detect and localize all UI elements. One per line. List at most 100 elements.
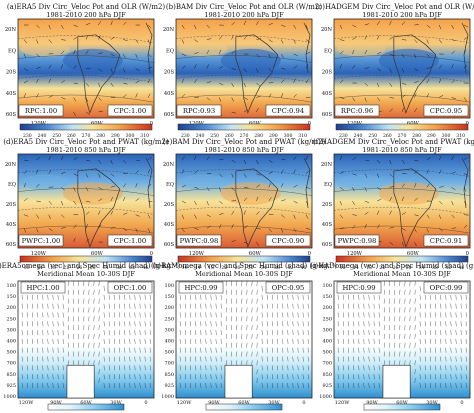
omega-vector (124, 321, 126, 327)
index-left: PWPC:1.00 (22, 237, 61, 245)
omega-vector (251, 280, 253, 287)
omega-vector (47, 303, 49, 309)
omega-vector (409, 316, 411, 322)
x-tick-label: 120W (189, 251, 205, 257)
omega-vector (195, 321, 197, 327)
omega-vector (21, 365, 23, 371)
omega-vector (83, 307, 85, 313)
x-tick-label: 0 (308, 251, 311, 257)
omega-vector (124, 312, 126, 318)
omega-vector (190, 330, 192, 336)
omega-vector (57, 356, 59, 362)
omega-vector (57, 294, 59, 300)
wind-vector (281, 214, 285, 218)
panel-title: (c)HADGEM Div Circ_Veloc Pot and OLR (W/… (316, 3, 474, 11)
omega-vector (465, 347, 467, 353)
colorbar-tick-label: 290 (269, 133, 278, 139)
omega-vector (57, 382, 59, 389)
x-tick-label: 120W (347, 251, 363, 257)
y-tick-label: 20S (322, 70, 333, 76)
wind-vector (268, 39, 273, 43)
wind-vector (36, 66, 41, 69)
omega-vector (419, 347, 421, 353)
continent-outline (77, 168, 121, 249)
wind-vector (364, 82, 369, 87)
wind-vector (352, 224, 356, 229)
wind-vector (414, 228, 417, 233)
omega-vector (108, 294, 110, 300)
omega-vector (414, 351, 416, 357)
omega-vector (205, 382, 207, 389)
wind-vector (48, 228, 53, 232)
index-box (334, 104, 380, 117)
omega-vector (266, 382, 268, 389)
omega-vector (220, 365, 222, 371)
wind-vector (243, 210, 246, 215)
wind-vector (73, 36, 78, 40)
wind-vector (85, 238, 90, 243)
omega-vector (256, 280, 258, 287)
field-anomaly (62, 182, 123, 205)
omega-vector (88, 360, 90, 366)
wind-vector (256, 173, 261, 176)
omega-vector (108, 382, 110, 389)
wind-vector (110, 173, 115, 177)
omega-vector (139, 321, 141, 327)
omega-vector (465, 382, 467, 389)
wind-vector (206, 49, 210, 55)
wind-vector (377, 187, 382, 191)
wind-vector (305, 214, 309, 219)
omega-vector (292, 312, 294, 318)
wind-vector (85, 22, 91, 26)
x-tick-label: 30W (110, 400, 122, 406)
colorbar: 10 14 18 22 26 30 34 38 42 46 (19, 255, 153, 271)
omega-vector (353, 374, 355, 380)
omega-vector (256, 289, 258, 295)
andes-terrain (382, 364, 411, 399)
omega-vector (134, 330, 136, 336)
wind-vector (401, 212, 406, 215)
omega-vector (414, 307, 416, 313)
omega-vector (88, 342, 90, 348)
omega-vector (52, 303, 54, 309)
wind-vector (135, 159, 141, 161)
wind-vector (61, 80, 65, 84)
colorbar-tick-label: 14 (37, 265, 43, 271)
wind-vector (451, 155, 454, 161)
omega-vector (445, 294, 447, 300)
wind-vector (85, 35, 89, 40)
y-tick-label: 300 (6, 327, 16, 333)
colorbar-strip (335, 123, 469, 131)
wind-vector (135, 228, 138, 233)
omega-vector (37, 347, 39, 353)
wind-vector (376, 82, 380, 88)
wind-vector (463, 214, 469, 216)
omega-vector (73, 325, 74, 331)
wind-vector (364, 173, 368, 178)
omega-vector (103, 356, 105, 362)
omega-vector (179, 294, 181, 300)
omega-vector (184, 330, 186, 336)
y-tick-label: 1000 (3, 394, 16, 400)
omega-vector (271, 303, 273, 309)
omega-vector (113, 303, 115, 309)
continent-outline (235, 34, 279, 114)
omega-vector (414, 289, 416, 295)
omega-vector (435, 330, 437, 336)
omega-vector (108, 347, 110, 353)
wind-vector (256, 20, 259, 26)
wind-vector (376, 173, 380, 178)
colorbar-tick-label: 22 (379, 265, 385, 271)
omega-vector (210, 347, 212, 353)
omega-vector (83, 351, 85, 357)
omega-vector (342, 365, 344, 371)
omega-vector (78, 325, 80, 331)
wind-vector (401, 241, 404, 247)
colorbar-tick-label: 46 (142, 265, 148, 271)
omega-vector (190, 356, 192, 362)
omega-vector (124, 347, 126, 353)
index-box (176, 104, 222, 117)
panel-subtitle: Meridional Mean 10-30S DJF (195, 270, 293, 278)
omega-vector (124, 365, 126, 371)
omega-vector (297, 338, 299, 344)
